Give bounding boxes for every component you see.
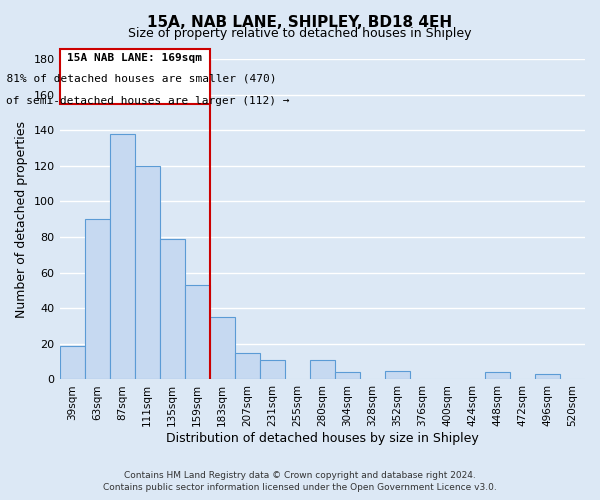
Text: Contains public sector information licensed under the Open Government Licence v3: Contains public sector information licen… xyxy=(103,484,497,492)
Bar xyxy=(235,353,260,380)
Bar xyxy=(385,370,410,380)
Bar xyxy=(209,317,235,380)
Text: 15A, NAB LANE, SHIPLEY, BD18 4EH: 15A, NAB LANE, SHIPLEY, BD18 4EH xyxy=(148,15,452,30)
FancyBboxPatch shape xyxy=(59,50,209,104)
Bar xyxy=(335,372,360,380)
Bar xyxy=(160,239,185,380)
X-axis label: Distribution of detached houses by size in Shipley: Distribution of detached houses by size … xyxy=(166,432,479,445)
Y-axis label: Number of detached properties: Number of detached properties xyxy=(15,120,28,318)
Bar xyxy=(59,346,85,380)
Bar xyxy=(85,219,110,380)
Bar xyxy=(110,134,134,380)
Text: 19% of semi-detached houses are larger (112) →: 19% of semi-detached houses are larger (… xyxy=(0,96,290,106)
Text: ← 81% of detached houses are smaller (470): ← 81% of detached houses are smaller (47… xyxy=(0,74,277,84)
Text: 15A NAB LANE: 169sqm: 15A NAB LANE: 169sqm xyxy=(67,52,202,62)
Bar xyxy=(485,372,510,380)
Bar xyxy=(185,285,209,380)
Bar xyxy=(260,360,285,380)
Bar xyxy=(134,166,160,380)
Text: Contains HM Land Registry data © Crown copyright and database right 2024.: Contains HM Land Registry data © Crown c… xyxy=(124,471,476,480)
Bar xyxy=(535,374,560,380)
Text: Size of property relative to detached houses in Shipley: Size of property relative to detached ho… xyxy=(128,28,472,40)
Bar xyxy=(310,360,335,380)
